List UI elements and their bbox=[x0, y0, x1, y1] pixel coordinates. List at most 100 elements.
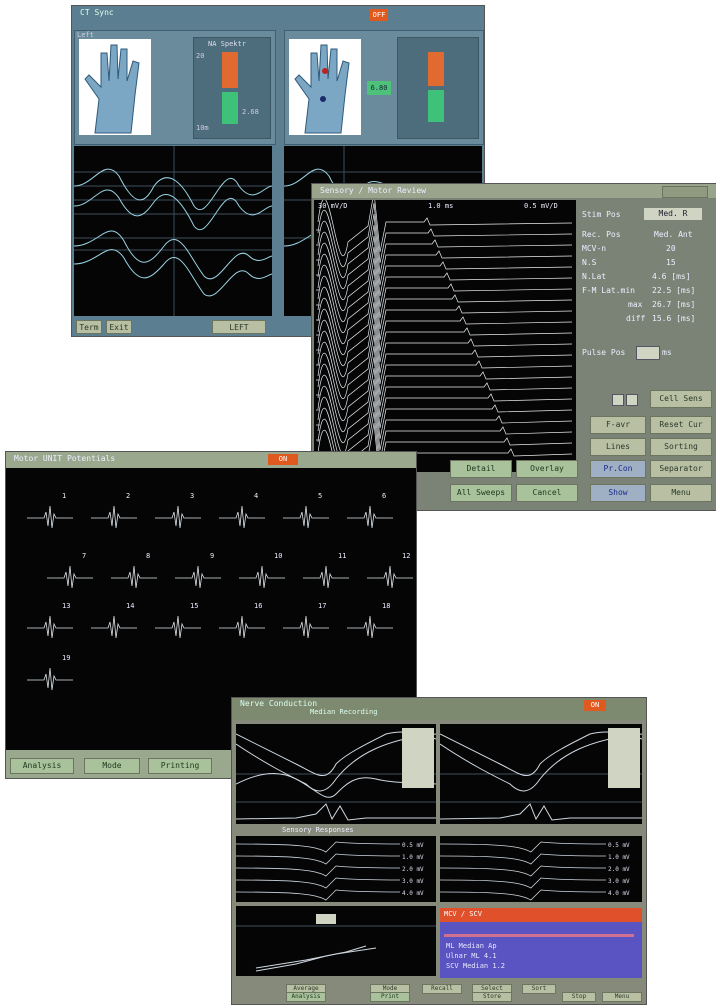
menu-button-4[interactable]: Menu bbox=[602, 992, 642, 1002]
mup-label: 3 bbox=[190, 492, 194, 500]
mup-label: 10 bbox=[274, 552, 282, 560]
store-button[interactable]: Store bbox=[472, 992, 512, 1002]
pulse-pos-label: Pulse Pos bbox=[582, 348, 626, 357]
f-avr-button[interactable]: F-avr bbox=[590, 416, 646, 434]
mup-label: 18 bbox=[382, 602, 390, 610]
right-pane: 6.80 bbox=[284, 30, 484, 145]
rec-pos-value: Med. Ant bbox=[654, 230, 693, 239]
mup-label: 17 bbox=[318, 602, 326, 610]
small-toggle[interactable] bbox=[612, 394, 624, 406]
sort-button[interactable]: Sort bbox=[522, 984, 556, 994]
fields-panel: Stim Pos Med. R Rec. Pos Med. Ant MCV-n … bbox=[582, 202, 712, 402]
trace-line bbox=[317, 345, 573, 411]
results-header bbox=[440, 908, 642, 922]
corner-indicator bbox=[662, 186, 708, 198]
mode-button[interactable]: Mode bbox=[84, 758, 140, 774]
status-tag: OFF bbox=[370, 9, 388, 21]
nlat-label: N.Lat bbox=[582, 272, 607, 281]
scale-bar-green bbox=[222, 92, 238, 124]
detail-button[interactable]: Detail bbox=[450, 460, 512, 478]
mup-label: 13 bbox=[62, 602, 70, 610]
trace-marker-1: 1.0 ms bbox=[428, 202, 454, 210]
trace-line bbox=[317, 279, 573, 345]
mup-trace bbox=[27, 667, 73, 691]
small-toggle-2[interactable] bbox=[626, 394, 638, 406]
mid-trace-value: 4.0 mV bbox=[402, 890, 424, 897]
stop-button[interactable]: Stop bbox=[562, 992, 596, 1002]
trace-line bbox=[317, 246, 573, 312]
term-button[interactable]: Term bbox=[76, 320, 102, 334]
mid-trace-value: 2.0 mV bbox=[608, 866, 630, 873]
mup-trace bbox=[27, 505, 73, 529]
max-value: 26.7 [ms] bbox=[652, 300, 696, 309]
mid-trace-value: 1.0 mV bbox=[402, 854, 424, 861]
analysis-button-4[interactable]: Analysis bbox=[286, 992, 326, 1002]
mid-trace-value: 2.0 mV bbox=[402, 866, 424, 873]
mid-trace bbox=[440, 841, 607, 853]
trace-line bbox=[317, 224, 573, 290]
pulse-pos-input[interactable] bbox=[636, 346, 660, 360]
print-button[interactable]: Print bbox=[370, 992, 410, 1002]
scale-top: 20 bbox=[196, 52, 205, 60]
fm-lat-label: F-M Lat.min bbox=[582, 286, 635, 295]
scale-box-2 bbox=[397, 37, 479, 139]
mup-trace bbox=[239, 565, 285, 589]
mup-trace bbox=[283, 505, 329, 529]
show-button[interactable]: Show bbox=[590, 484, 646, 502]
mup-trace bbox=[219, 615, 265, 639]
printing-button[interactable]: Printing bbox=[148, 758, 212, 774]
results-row-2[interactable]: Ulnar ML 4.1 bbox=[446, 952, 497, 960]
trace-line bbox=[317, 356, 573, 422]
mid-trace-value: 0.5 mV bbox=[608, 842, 630, 849]
lines-button[interactable]: Lines bbox=[590, 438, 646, 456]
scale-bar-red bbox=[222, 52, 238, 88]
sorting-button[interactable]: Sorting bbox=[650, 438, 712, 456]
mup-label: 19 bbox=[62, 654, 70, 662]
lower-left-plot bbox=[236, 906, 436, 976]
exit-button[interactable]: Exit bbox=[106, 320, 132, 334]
pr-con-button[interactable]: Pr.Con bbox=[590, 460, 646, 478]
mup-trace bbox=[111, 565, 157, 589]
left-button[interactable]: LEFT bbox=[212, 320, 266, 334]
trace-line bbox=[317, 422, 573, 472]
mup-trace bbox=[219, 505, 265, 529]
results-panel: MCV / SCV ML Median Ap Ulnar ML 4.1 SCV … bbox=[440, 908, 642, 978]
results-row-1[interactable]: ML Median Ap bbox=[446, 942, 497, 950]
mid-trace bbox=[236, 853, 401, 865]
left-label: Left bbox=[77, 31, 94, 39]
mid-trace-value: 0.5 mV bbox=[402, 842, 424, 849]
trace-line bbox=[317, 367, 573, 433]
trace-line bbox=[317, 290, 573, 356]
scale-bottom: 10m bbox=[196, 124, 209, 132]
scale-caption: NA Spektr bbox=[208, 40, 246, 48]
ns-value: 15 bbox=[666, 258, 676, 267]
window-titlebar bbox=[232, 698, 646, 720]
menu-button[interactable]: Menu bbox=[650, 484, 712, 502]
cell-sens-button[interactable]: Cell Sens bbox=[650, 390, 712, 408]
all-sweeps-button[interactable]: All Sweeps bbox=[450, 484, 512, 502]
upper-right-legend bbox=[608, 728, 640, 788]
trace-line bbox=[317, 235, 573, 301]
nlat-value: 4.6 [ms] bbox=[652, 272, 691, 281]
window-title: Sensory / Motor Review bbox=[320, 186, 426, 195]
overlay-button[interactable]: Overlay bbox=[516, 460, 578, 478]
recall-button[interactable]: Recall bbox=[422, 984, 462, 994]
reset-cur-button[interactable]: Reset Cur bbox=[650, 416, 712, 434]
window-titlebar bbox=[312, 184, 716, 198]
cancel-button[interactable]: Cancel bbox=[516, 484, 578, 502]
stim-pos-field[interactable]: Med. R bbox=[644, 208, 702, 220]
trace-line bbox=[317, 268, 573, 334]
diff-value: 15.6 [ms] bbox=[652, 314, 696, 323]
mup-trace bbox=[91, 505, 137, 529]
mid-trace bbox=[440, 865, 607, 877]
trace-line bbox=[317, 257, 573, 323]
window-ncs: Nerve Conduction Median Recording ON Sen… bbox=[232, 698, 646, 1004]
trace-line bbox=[317, 213, 573, 279]
separator-button[interactable]: Separator bbox=[650, 460, 712, 478]
analysis-button[interactable]: Analysis bbox=[10, 758, 74, 774]
results-row-3[interactable]: SCV Median 1.2 bbox=[446, 962, 506, 970]
mid-left-traces: 0.5 mV 1.0 mV 2.0 mV 3.0 mV 4.0 mV bbox=[236, 836, 436, 902]
trace-line bbox=[317, 378, 573, 444]
mup-trace bbox=[175, 565, 221, 589]
